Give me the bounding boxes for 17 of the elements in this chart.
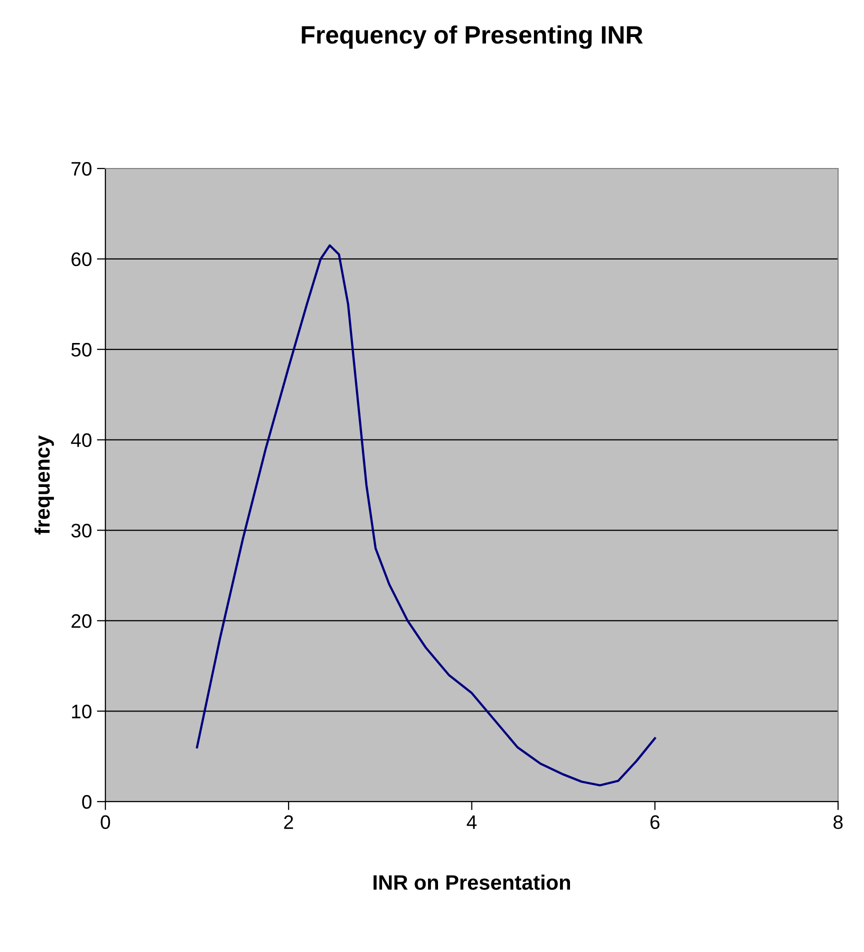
y-tick-label: 60	[72, 252, 92, 266]
x-tick-label: 6	[650, 815, 660, 830]
chart-title: Frequency of Presenting INR	[302, 25, 643, 49]
x-tick-label: 0	[100, 815, 110, 830]
y-tick-label: 40	[71, 433, 92, 448]
y-tick-label: 10	[72, 704, 92, 718]
y-tick-label: 50	[71, 342, 92, 357]
x-tick-label: 4	[466, 815, 477, 829]
y-tick-label: 70	[72, 162, 92, 176]
y-tick-label: 0	[82, 795, 92, 809]
x-tick-label: 8	[834, 815, 843, 830]
y-tick-label: 20	[72, 614, 92, 628]
line-series	[196, 244, 656, 786]
x-axis-title: INR on Presentation	[374, 874, 570, 890]
y-tick-label: 30	[71, 524, 92, 538]
y-axis-title: frequency	[34, 435, 54, 534]
x-tick-label: 2	[284, 815, 294, 829]
